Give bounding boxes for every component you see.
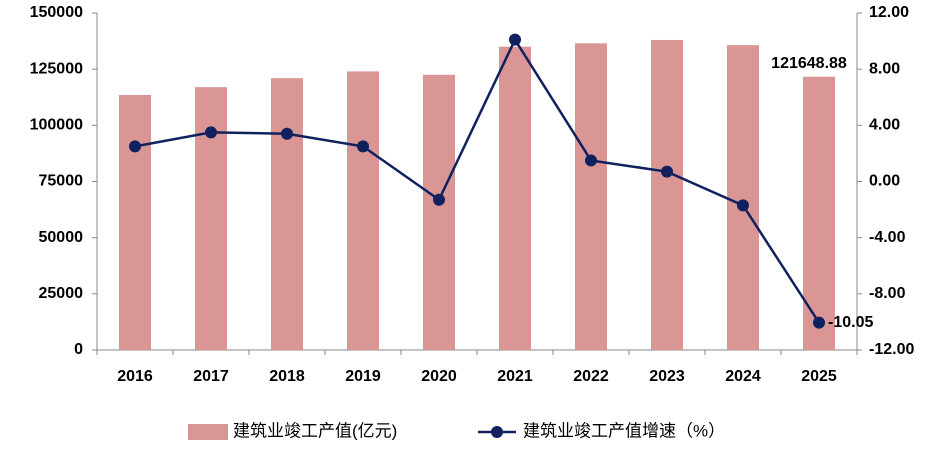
bar [575,43,607,351]
x-tick-label: 2021 [497,368,533,385]
legend-label: 建筑业竣工产值(亿元) [233,421,397,440]
line-marker [737,199,749,212]
y2-tick-label: 4.00 [869,117,900,134]
legend-swatch [491,426,503,438]
line-marker [357,140,369,153]
line-marker [205,126,217,139]
bar [651,39,683,351]
x-tick-label: 2024 [725,368,761,385]
bar [271,78,303,351]
line-marker [281,127,293,140]
y2-tick-label: -12.00 [869,341,914,358]
bar [119,95,151,351]
y2-tick-label: 12.00 [869,4,909,21]
y-tick-label: 100000 [30,117,83,134]
bar [423,74,455,351]
x-tick-label: 2016 [117,368,153,385]
line-marker [509,33,521,46]
line [134,37,821,324]
y2-tick-label: -4.00 [869,229,906,246]
line-marker [585,154,597,167]
bar-value-label: 121648.88 [771,55,847,72]
line-marker [129,140,141,153]
line-value-label: -10.05 [828,314,873,331]
line-marker [661,165,673,178]
bar [499,46,531,350]
x-tick-label: 2023 [649,368,685,385]
y-tick-label: 50000 [39,229,84,246]
bar [347,71,379,350]
legend-label: 建筑业竣工产值增速（%） [523,421,725,440]
line-marker [433,193,445,206]
y2-tick-label: -8.00 [869,285,906,302]
x-tick-label: 2017 [193,368,229,385]
x-tick-label: 2025 [801,368,837,385]
bar [803,76,835,350]
line-marker [813,316,825,329]
y-tick-label: 75000 [39,173,84,190]
y-tick-label: 0 [74,341,83,358]
legend-swatch [188,424,228,440]
y2-tick-label: 8.00 [869,60,900,77]
y2-tick-label: 0.00 [869,173,900,190]
y-tick-label: 25000 [39,285,84,302]
bar [727,45,759,351]
x-tick-label: 2022 [573,368,609,385]
y-tick-label: 125000 [30,60,83,77]
x-tick-label: 2018 [269,368,305,385]
x-tick-label: 2019 [345,368,381,385]
x-tick-label: 2020 [421,368,457,385]
y-tick-label: 150000 [30,4,83,21]
